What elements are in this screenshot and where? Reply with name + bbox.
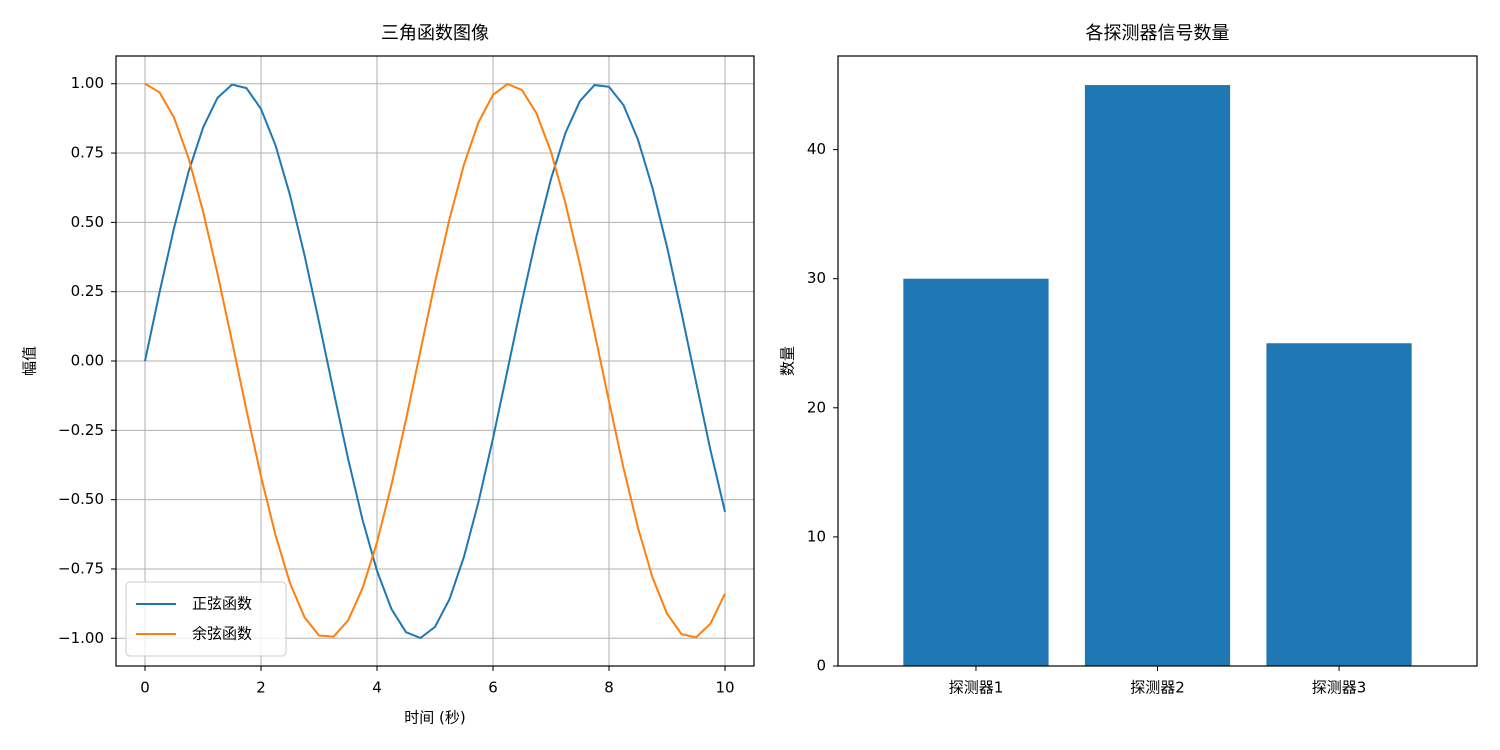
y-tick-label: −0.25	[58, 421, 104, 439]
plot-frame	[115, 55, 755, 667]
y-tick-label: 0.00	[71, 352, 104, 370]
y-tick-label: 0	[816, 657, 826, 675]
y-tick-label: −0.75	[58, 559, 104, 577]
x-tick-label: 10	[715, 679, 734, 697]
chart-title: 三角函数图像	[381, 23, 489, 44]
x-tick-label: 2	[256, 679, 266, 697]
y-tick-label: 10	[807, 527, 826, 545]
y-tick-label: 1.00	[71, 74, 104, 92]
x-tick-label: 6	[488, 679, 498, 697]
y-tick-label: 30	[807, 269, 826, 287]
y-tick-label: 40	[807, 140, 826, 158]
chart-title: 各探测器信号数量	[1086, 23, 1230, 44]
y-tick-label: 0.75	[71, 144, 104, 162]
x-tick-label: 探测器1	[949, 679, 1004, 697]
x-tick-label: 探测器3	[1312, 679, 1367, 697]
bar	[1084, 85, 1231, 667]
legend-box	[125, 581, 287, 657]
x-tick-label: 4	[372, 679, 382, 697]
y-tick-label: 0.50	[71, 213, 104, 231]
bar	[903, 278, 1049, 666]
x-tick-label: 探测器2	[1130, 679, 1185, 697]
y-tick-label: −0.50	[58, 490, 104, 508]
bar	[1266, 343, 1412, 666]
y-axis-label: 数量	[779, 346, 797, 376]
legend-label: 正弦函数	[192, 595, 252, 613]
y-tick-label: −1.00	[58, 629, 104, 647]
y-axis-label: 幅值	[21, 346, 39, 376]
legend-label: 余弦函数	[192, 625, 252, 643]
y-tick-label: 0.25	[71, 282, 104, 300]
x-tick-label: 8	[604, 679, 614, 697]
x-tick-label: 0	[140, 679, 150, 697]
y-tick-label: 20	[807, 398, 826, 416]
line-series	[144, 83, 726, 640]
x-axis-label: 时间 (秒)	[404, 709, 465, 727]
plot-frame	[837, 55, 1478, 667]
line-series	[144, 82, 726, 639]
